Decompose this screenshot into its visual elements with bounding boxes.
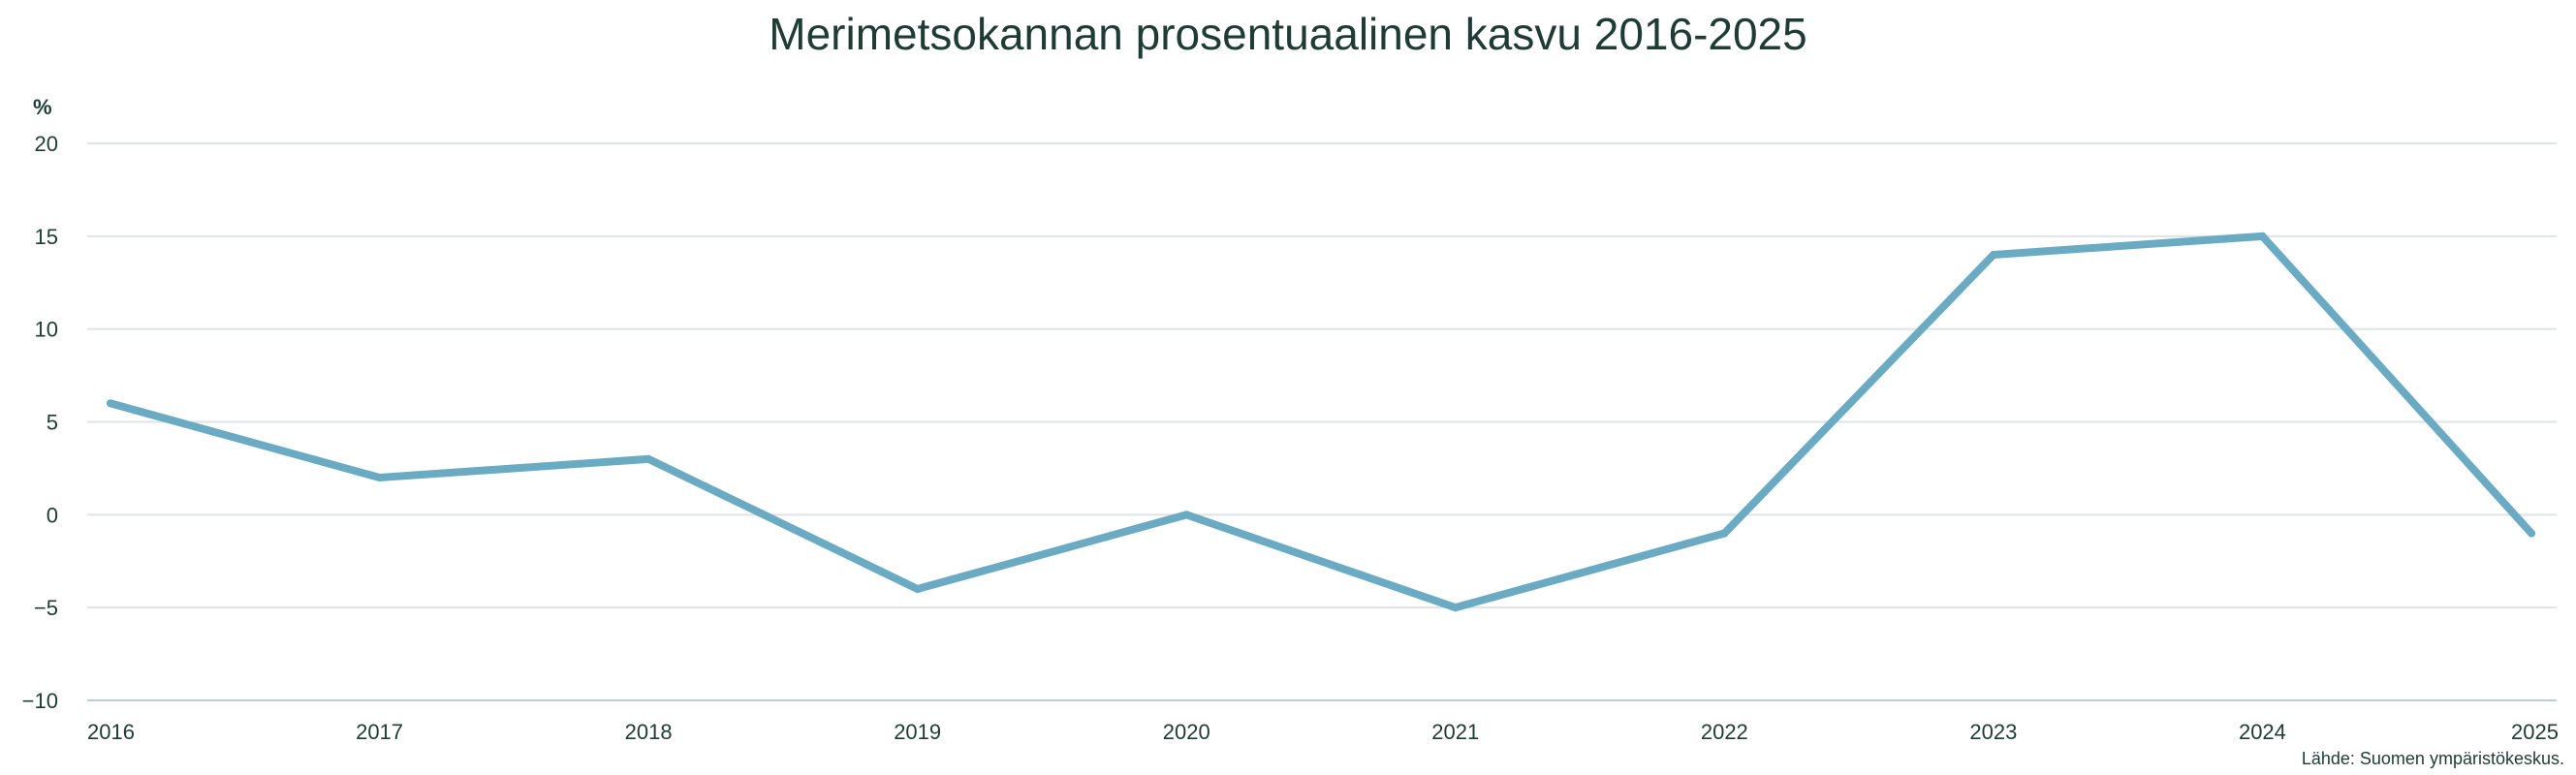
data-point [913,585,922,593]
x-tick-label: 2025 [2511,720,2559,744]
x-tick-label: 2022 [1701,720,1748,744]
data-point [1182,511,1191,519]
x-tick-label: 2018 [625,720,673,744]
data-point [1720,529,1729,538]
series-layer [107,232,2535,612]
data-point [2258,232,2267,240]
y-tick-label: 15 [35,225,58,249]
x-tick-label: 2024 [2239,720,2286,744]
y-tick-label: 20 [35,132,58,156]
x-tick-label: 2017 [356,720,403,744]
data-point [107,399,114,408]
y-tick-label: 0 [47,503,58,527]
x-tick-label: 2021 [1431,720,1479,744]
x-tick-label: 2023 [1969,720,2017,744]
series-line [107,232,2535,612]
y-axis-unit-label: % [33,95,52,119]
grid-lines [87,142,2557,701]
chart-title: Merimetsokannan prosentuaalinen kasvu 20… [769,9,1807,59]
x-tick-label: 2020 [1163,720,1210,744]
y-tick-label: 5 [47,411,58,435]
y-tick-label: −5 [34,596,58,620]
x-tick-label: 2016 [87,720,135,744]
data-point [2528,529,2535,538]
data-point [375,474,384,481]
y-axis-ticks: 20 15 10 5 0 −5 −10 [22,132,58,713]
data-point [1989,251,1997,259]
x-tick-label: 2019 [894,720,941,744]
y-tick-label: −10 [22,689,58,713]
source-note: Lähde: Suomen ympäristökeskus. [2301,749,2564,768]
x-axis-ticks: 2016 2017 2018 2019 2020 2021 2022 2023 2024 2025 [87,720,2559,744]
data-point [644,454,653,463]
y-tick-label: 10 [35,318,58,342]
data-point [1451,604,1460,612]
